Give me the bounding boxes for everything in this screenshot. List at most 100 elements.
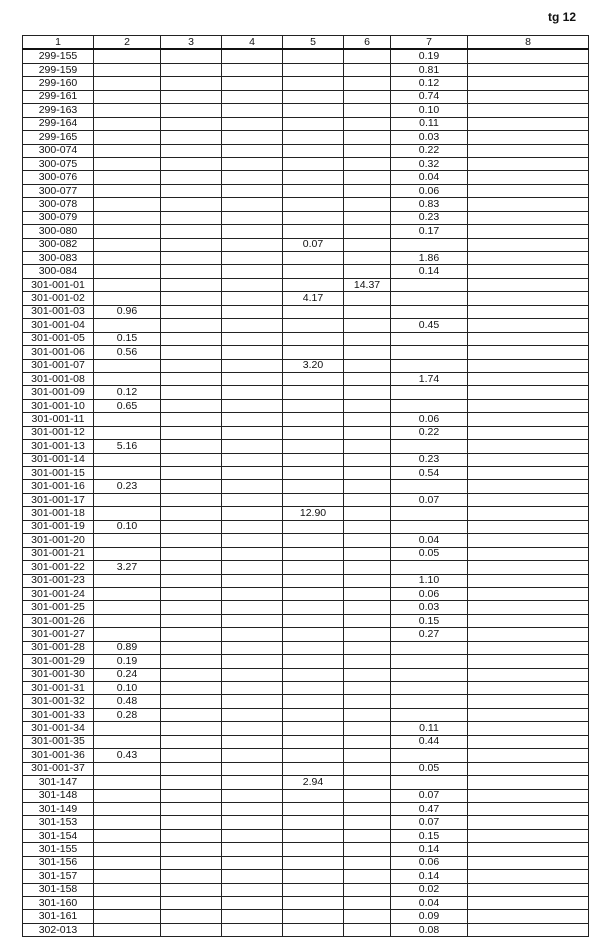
cell-col-4: [221, 560, 283, 575]
column-header: 3: [160, 35, 222, 51]
cell-col-3: [160, 331, 222, 347]
cell-col-3: [160, 237, 222, 253]
cell-col-5: [282, 345, 344, 360]
cell-col-6: [343, 371, 391, 387]
cell-col-4: [221, 546, 283, 562]
table-row: 301-001-26 0.15: [22, 613, 589, 629]
cell-col-4: [221, 318, 283, 333]
table-row: 301-001-25 0.03: [22, 600, 589, 615]
cell-col-2: [93, 76, 161, 91]
table-row: 299-164 0.11: [22, 116, 589, 132]
cell-col-2: [93, 895, 161, 911]
cell-col-7: 0.07: [390, 815, 468, 830]
table-row: 301-001-05 0.15: [22, 331, 589, 347]
cell-col-4: [221, 291, 283, 306]
cell-col-3: [160, 533, 222, 548]
cell-col-1: 302-013: [22, 922, 94, 938]
cell-col-7: [390, 304, 468, 320]
cell-col-2: [93, 586, 161, 602]
cell-col-5: [282, 600, 344, 615]
table-row: 301-001-12 0.22: [22, 425, 589, 441]
cell-col-3: [160, 345, 222, 360]
cell-col-8: [467, 371, 589, 387]
cell-col-5: [282, 882, 344, 898]
cell-col-3: [160, 318, 222, 333]
cell-col-3: [160, 358, 222, 373]
cell-col-4: [221, 76, 283, 91]
cell-col-1: 301-001-10: [22, 398, 94, 414]
cell-col-2: [93, 197, 161, 212]
cell-col-4: [221, 358, 283, 373]
cell-col-7: [390, 506, 468, 521]
cell-col-8: [467, 627, 589, 642]
column-header: 8: [467, 35, 589, 51]
cell-col-5: [282, 895, 344, 911]
cell-col-8: [467, 224, 589, 239]
cell-col-4: [221, 640, 283, 656]
cell-col-6: [343, 855, 391, 871]
table-row: 301-154 0.15: [22, 828, 589, 844]
cell-col-5: [282, 694, 344, 709]
cell-col-3: [160, 748, 222, 763]
cell-col-1: 301-001-13: [22, 439, 94, 454]
cell-col-8: [467, 183, 589, 199]
cell-col-3: [160, 667, 222, 683]
cell-col-6: [343, 761, 391, 777]
cell-col-4: [221, 224, 283, 239]
cell-col-4: [221, 667, 283, 683]
cell-col-7: 0.07: [390, 492, 468, 508]
cell-col-8: [467, 748, 589, 763]
cell-col-7: [390, 345, 468, 360]
table-row: 301-001-19 0.10: [22, 519, 589, 535]
cell-col-3: [160, 546, 222, 562]
table-row: 301-001-28 0.89: [22, 640, 589, 656]
cell-col-6: [343, 667, 391, 683]
cell-col-3: [160, 264, 222, 279]
table-row: 301-001-17 0.07: [22, 492, 589, 508]
cell-col-5: [282, 224, 344, 239]
cell-col-6: [343, 398, 391, 414]
table-row: 301-001-22 3.27: [22, 560, 589, 575]
cell-col-6: [343, 922, 391, 938]
cell-col-7: 0.27: [390, 627, 468, 642]
cell-col-6: [343, 748, 391, 763]
table-row: 301-001-14 0.23: [22, 452, 589, 468]
cell-col-6: [343, 828, 391, 844]
cell-col-3: [160, 600, 222, 615]
cell-col-1: 301-001-05: [22, 331, 94, 347]
cell-col-2: 0.10: [93, 519, 161, 535]
table-row: 299-163 0.10: [22, 103, 589, 118]
cell-col-6: [343, 613, 391, 629]
cell-col-1: 301-001-35: [22, 734, 94, 750]
cell-col-1: 301-155: [22, 842, 94, 857]
table-row: 301-001-32 0.48: [22, 694, 589, 709]
table-row: 301-158 0.02: [22, 882, 589, 898]
cell-col-5: [282, 371, 344, 387]
cell-col-2: 0.10: [93, 680, 161, 696]
cell-col-7: 0.02: [390, 882, 468, 898]
cell-col-1: 301-158: [22, 882, 94, 898]
cell-col-2: 0.19: [93, 654, 161, 669]
cell-col-8: [467, 277, 589, 293]
cell-col-3: [160, 895, 222, 911]
cell-col-6: [343, 882, 391, 898]
cell-col-5: [282, 761, 344, 777]
table-row: 300-084 0.14: [22, 264, 589, 279]
cell-col-8: [467, 264, 589, 279]
cell-col-2: [93, 291, 161, 306]
table-row: 301-161 0.09: [22, 909, 589, 924]
cell-col-7: [390, 237, 468, 253]
cell-col-6: [343, 801, 391, 817]
cell-col-7: [390, 479, 468, 494]
cell-col-7: 0.05: [390, 761, 468, 777]
cell-col-2: [93, 264, 161, 279]
cell-col-3: [160, 586, 222, 602]
cell-col-3: [160, 855, 222, 871]
table-row: 300-079 0.23: [22, 210, 589, 226]
cell-col-3: [160, 183, 222, 199]
cell-col-1: 301-154: [22, 828, 94, 844]
cell-col-2: [93, 48, 161, 64]
cell-col-7: [390, 680, 468, 696]
cell-col-3: [160, 452, 222, 468]
cell-col-1: 300-084: [22, 264, 94, 279]
